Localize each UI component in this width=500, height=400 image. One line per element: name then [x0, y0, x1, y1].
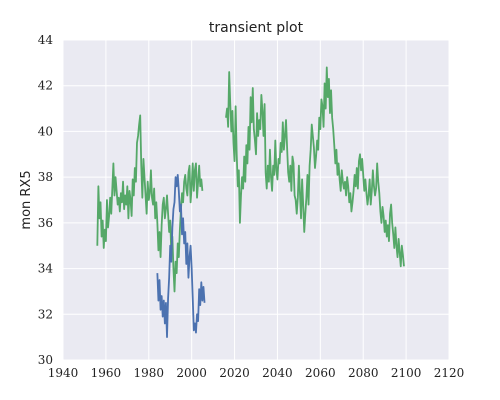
x-tick-label: 1940 — [48, 366, 79, 380]
x-tick-label: 2100 — [391, 366, 422, 380]
x-axis-ticks: 1940 1960 1980 2000 2020 2040 2060 2080 2100 2120 — [48, 366, 465, 380]
y-tick-label: 42 — [38, 79, 53, 93]
y-tick-label: 30 — [38, 353, 53, 367]
y-axis-ticks: 30 32 34 36 38 40 42 44 — [38, 33, 54, 367]
x-tick-label: 1980 — [134, 366, 165, 380]
y-tick-label: 36 — [38, 216, 53, 230]
chart-title: transient plot — [209, 20, 304, 36]
y-tick-label: 40 — [38, 124, 53, 138]
y-tick-label: 38 — [38, 170, 53, 184]
x-tick-label: 1960 — [91, 366, 122, 380]
y-tick-label: 32 — [38, 307, 53, 321]
x-tick-label: 2120 — [434, 366, 465, 380]
y-axis-label: mon RX5 — [19, 170, 34, 229]
x-tick-label: 2000 — [176, 366, 207, 380]
x-tick-label: 2020 — [219, 366, 250, 380]
y-tick-label: 34 — [38, 262, 54, 276]
x-tick-label: 2040 — [262, 366, 293, 380]
x-tick-label: 2060 — [305, 366, 336, 380]
x-tick-label: 2080 — [348, 366, 379, 380]
y-tick-label: 44 — [38, 33, 54, 47]
